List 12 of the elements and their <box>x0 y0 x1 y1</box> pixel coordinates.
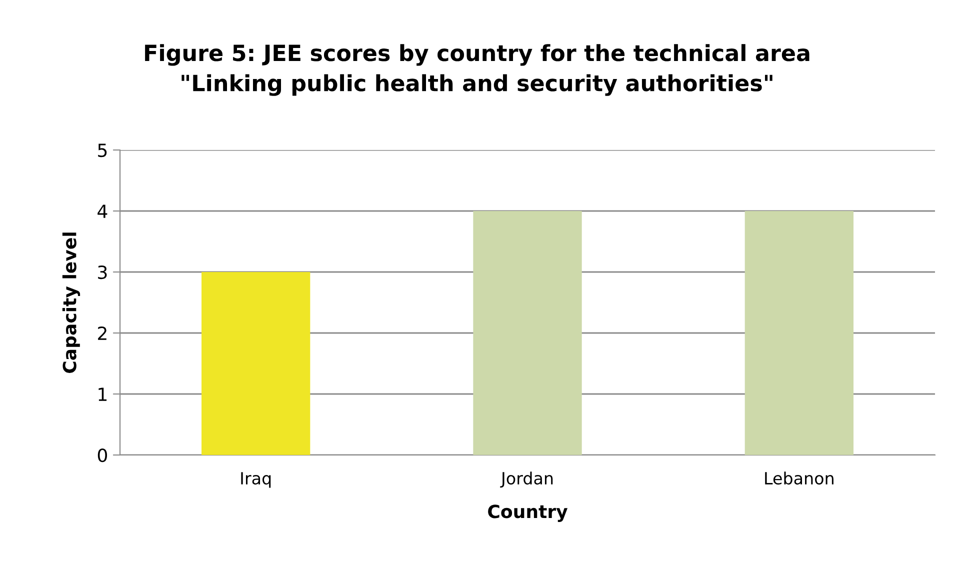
y-tick-label: 1 <box>98 388 107 401</box>
x-axis-title: Country <box>488 504 568 522</box>
y-tick-label: 0 <box>98 448 107 462</box>
x-tick-label: Iraq <box>241 472 271 488</box>
y-tick-label: 5 <box>98 144 107 158</box>
x-tick-label: Jordan <box>500 472 553 488</box>
x-tick-label: Lebanon <box>765 472 834 485</box>
chart-title: Figure 5: JEE scores by country for the technical area "Linking public health and security authorities" <box>145 44 810 96</box>
y-tick-label: 4 <box>98 204 108 218</box>
y-tick-label: 2 <box>98 326 106 340</box>
y-tick-label: 3 <box>98 265 107 280</box>
y-axis-title: Capacity level <box>62 232 80 373</box>
